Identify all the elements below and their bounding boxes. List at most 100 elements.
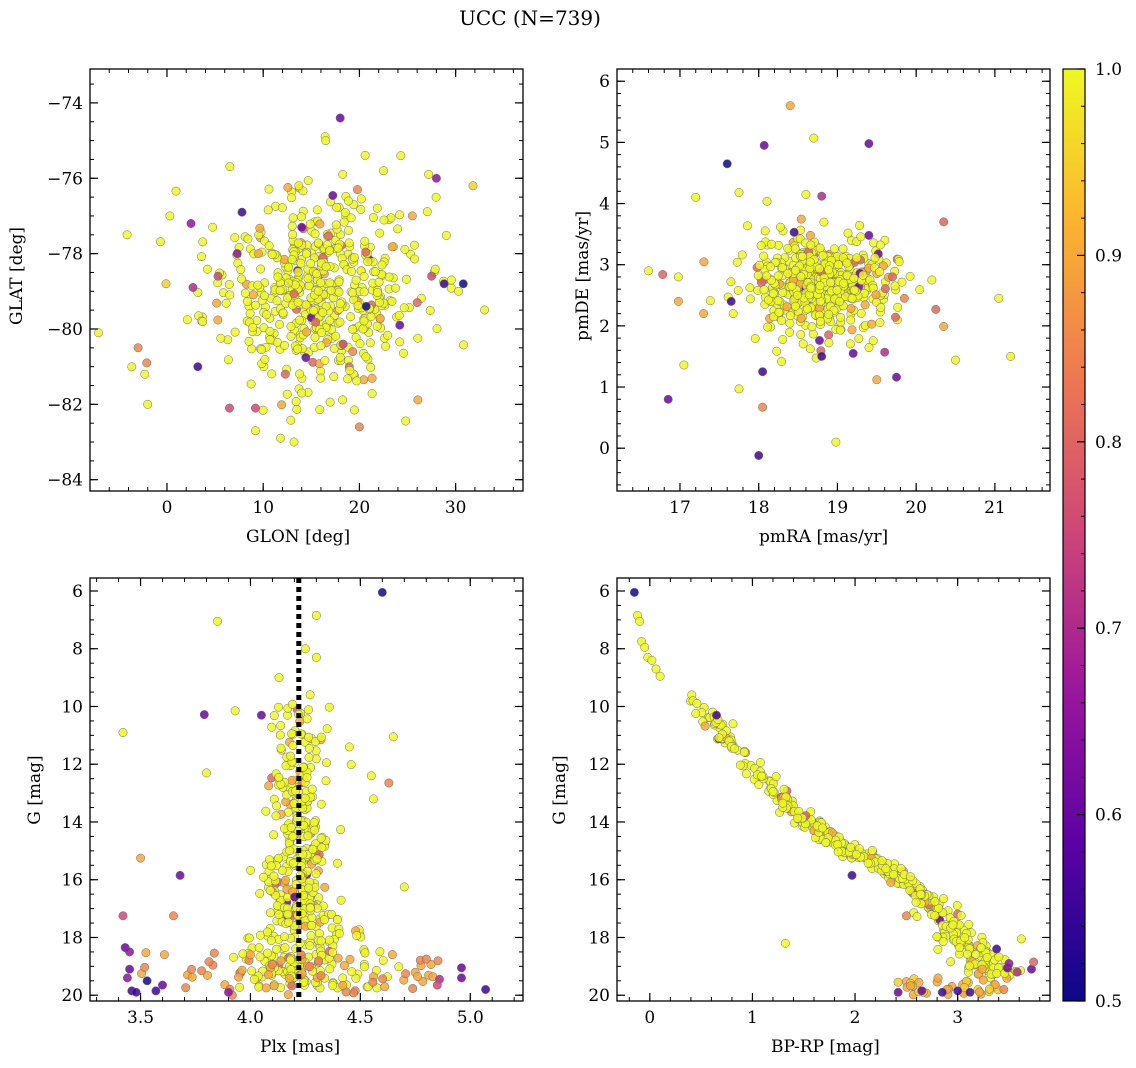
data-point — [395, 210, 405, 220]
x-axis-label: GLON [deg] — [246, 527, 351, 547]
data-point — [203, 970, 212, 980]
data-point — [312, 269, 321, 279]
data-point — [432, 980, 442, 990]
data-point — [344, 196, 353, 206]
data-point — [288, 832, 298, 841]
data-point — [283, 182, 293, 192]
data-point — [304, 705, 313, 715]
data-point — [283, 990, 293, 1000]
colorbar-tick-label: 0.9 — [1095, 246, 1122, 266]
data-point — [932, 932, 942, 942]
data-point — [871, 290, 881, 300]
data-point — [225, 162, 235, 172]
data-point — [289, 289, 299, 299]
data-point — [344, 742, 354, 752]
y-tick-label: −74 — [47, 94, 83, 114]
data-point — [815, 336, 824, 345]
data-point — [318, 308, 328, 317]
data-point — [316, 936, 326, 946]
data-point — [283, 910, 293, 919]
data-point — [272, 944, 282, 954]
data-point — [247, 344, 257, 354]
data-point — [272, 801, 282, 811]
y-tick-label: −80 — [47, 320, 83, 340]
data-point — [982, 952, 992, 962]
x-tick-label: 3.5 — [127, 1008, 154, 1028]
data-point — [396, 151, 406, 161]
data-point — [262, 310, 271, 320]
data-point — [679, 360, 689, 370]
data-point — [379, 166, 388, 176]
data-point — [726, 296, 736, 306]
data-point — [893, 987, 903, 997]
x-tick-label: 5.0 — [457, 1008, 484, 1028]
data-point — [377, 587, 387, 597]
data-point — [288, 230, 298, 240]
data-point — [375, 313, 385, 323]
data-point — [992, 968, 1002, 978]
data-point — [303, 831, 313, 841]
data-point — [777, 263, 787, 273]
data-point — [431, 173, 441, 183]
data-point — [663, 394, 673, 404]
data-point — [777, 357, 787, 366]
data-point — [833, 847, 843, 857]
data-point — [368, 977, 378, 987]
y-tick-label: 20 — [61, 986, 83, 1006]
data-point — [125, 947, 135, 957]
x-axis-label: BP-RP [mag] — [771, 1037, 880, 1057]
data-point — [361, 301, 371, 311]
data-point — [322, 758, 331, 768]
data-point — [287, 729, 297, 739]
data-point — [421, 954, 431, 964]
data-point — [742, 221, 752, 231]
data-point — [223, 355, 233, 365]
data-point — [253, 280, 263, 290]
data-point — [274, 910, 284, 920]
y-tick-label: 10 — [61, 697, 83, 717]
data-point — [457, 963, 466, 973]
data-point — [848, 348, 858, 358]
data-point — [142, 358, 152, 368]
data-point — [759, 140, 769, 150]
data-points — [644, 101, 1016, 460]
data-point — [142, 976, 152, 986]
data-point — [753, 271, 763, 280]
data-point — [304, 883, 314, 893]
data-point — [230, 233, 240, 243]
data-point — [1012, 967, 1022, 977]
y-tick-label: 4 — [599, 195, 610, 215]
data-point — [333, 953, 343, 963]
data-point — [728, 309, 738, 319]
data-point — [842, 258, 852, 268]
data-point — [346, 213, 356, 223]
x-tick-label: 30 — [445, 498, 467, 518]
data-point — [375, 947, 385, 957]
data-point — [358, 324, 368, 334]
data-point — [353, 185, 362, 195]
data-point — [279, 254, 289, 264]
data-point — [349, 253, 359, 262]
data-point — [308, 844, 318, 854]
data-point — [854, 334, 864, 344]
data-point — [439, 279, 449, 289]
data-point — [253, 249, 263, 259]
data-point — [315, 219, 325, 229]
x-tick-label: 17 — [669, 498, 691, 518]
data-point — [118, 728, 128, 737]
data-point — [361, 247, 371, 257]
data-point — [978, 975, 988, 985]
data-point — [276, 721, 286, 730]
data-point — [965, 987, 975, 997]
data-point — [938, 937, 948, 946]
data-point — [754, 451, 764, 460]
data-point — [635, 616, 645, 626]
data-point — [338, 339, 348, 349]
data-point — [306, 931, 316, 941]
data-point — [94, 328, 103, 338]
data-point — [213, 616, 222, 626]
data-point — [311, 611, 321, 620]
data-point — [238, 949, 248, 959]
y-tick-label: 14 — [588, 813, 610, 833]
